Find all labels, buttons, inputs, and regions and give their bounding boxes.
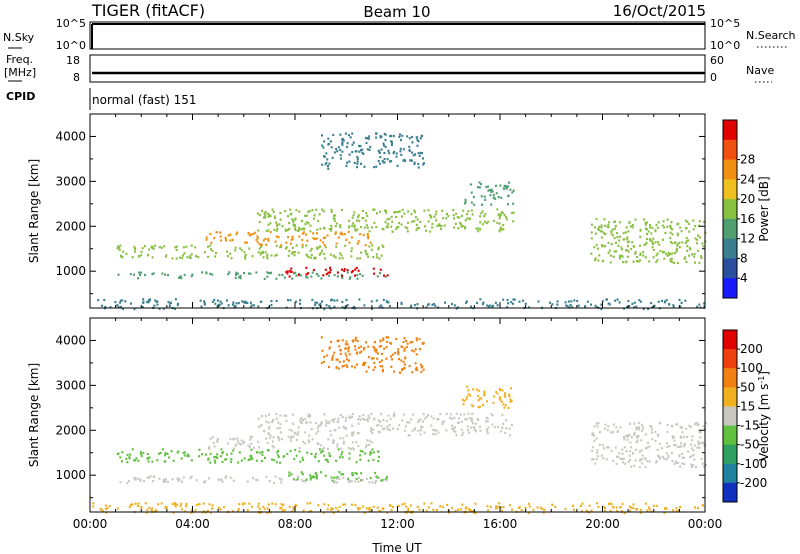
colorbar-swatch <box>723 258 737 279</box>
echo-region <box>97 298 706 311</box>
nsky-strip-frame <box>89 21 706 50</box>
colorbar-tick-label: 24 <box>740 172 755 186</box>
colorbar-swatch <box>723 179 737 200</box>
x-tick-label: 08:00 <box>278 517 313 531</box>
echo-region <box>463 181 515 206</box>
colorbar-swatch <box>723 482 737 503</box>
y-axis-title: Slant Range [km] <box>27 363 41 467</box>
freq-tick-top: 18 <box>66 54 80 67</box>
x-tick-label: 16:00 <box>483 517 518 531</box>
colorbar-tick-label: 100 <box>740 361 763 375</box>
colorbar-frame <box>722 329 738 503</box>
cpid-value: normal (fast) 151 <box>92 93 196 107</box>
echo-region <box>205 230 372 247</box>
echo-region <box>116 448 380 464</box>
colorbar-swatch <box>723 159 737 180</box>
cpid-label: CPID <box>6 90 35 103</box>
x-tick-label: 00:00 <box>688 517 723 531</box>
freq-unit-label: [MHz] <box>4 66 36 79</box>
colorbar-tick-label: 12 <box>740 232 755 246</box>
x-axis-title: Time UT <box>371 541 422 554</box>
nsearch-tick-top: 10^5 <box>710 17 740 30</box>
y-tick-label: 2000 <box>55 219 86 233</box>
x-tick-label: 12:00 <box>380 517 415 531</box>
nsearch-label: N.Search <box>746 29 796 42</box>
colorbar-swatch <box>723 406 737 427</box>
echo-region <box>285 266 389 278</box>
colorbar-tick-label: 15 <box>740 399 755 413</box>
nave-tick-top: 60 <box>710 54 724 67</box>
colorbar-title-end: ] <box>757 371 771 376</box>
freq-strip-frame <box>89 54 706 83</box>
colorbar-swatch <box>723 349 737 369</box>
colorbar-swatch <box>723 199 737 220</box>
colorbar-tick-label: 20 <box>740 192 755 206</box>
colorbar-tick-label: 16 <box>740 212 755 226</box>
colorbar-swatch <box>723 387 737 407</box>
colorbar-tick-label: 28 <box>740 153 755 167</box>
echo-region <box>591 421 707 469</box>
y-tick-label: 2000 <box>55 423 86 437</box>
freq-label: Freq. <box>6 53 33 66</box>
colorbar-tick-label: 200 <box>740 342 763 356</box>
colorbar-tick-label: 8 <box>740 251 748 265</box>
power-panel: 1000 2000 3000 4000 Slant Range [km] 4 8 12 16 20… <box>27 113 771 311</box>
y-axis-title: Slant Range [km] <box>27 159 41 263</box>
colorbar-swatch <box>723 368 737 388</box>
nsky-label: N.Sky <box>3 31 35 44</box>
colorbar-tick-label: -15 <box>740 419 760 433</box>
nave-tick-bottom: 0 <box>710 71 717 84</box>
y-tick-label: 4000 <box>55 333 86 347</box>
echo-region <box>320 336 425 374</box>
velocity-panel: 00:00 04:00 08:00 12:00 16:00 20:00 00:00 1000 2… <box>27 317 772 531</box>
beam-label: Beam 10 <box>363 3 430 21</box>
colorbar-tick-label: -50 <box>740 438 760 452</box>
echo-region <box>257 412 513 437</box>
colorbar-swatch <box>723 238 737 259</box>
y-tick-label: 1000 <box>55 264 86 278</box>
freq-tick-bottom: 8 <box>73 71 80 84</box>
echo-region <box>117 271 387 280</box>
nsky-tick-bottom: 10^0 <box>56 39 86 52</box>
echo-region <box>208 435 373 451</box>
y-tick-label: 3000 <box>55 174 86 188</box>
colorbar-title: Power [dB] <box>757 176 771 241</box>
echo-region <box>116 244 385 260</box>
colorbar-swatch <box>723 330 737 350</box>
y-tick-label: 3000 <box>55 378 86 392</box>
colorbar-title: Velocity [m s-1] <box>757 371 772 461</box>
nsky-tick-top: 10^5 <box>56 17 86 30</box>
echo-region <box>256 208 515 233</box>
echo-region <box>288 471 389 482</box>
colorbar-swatch <box>723 444 737 465</box>
y-tick-label: 4000 <box>55 129 86 143</box>
colorbar-title-superscript: -1 <box>757 376 766 384</box>
colorbar-swatch <box>723 425 737 446</box>
x-tick-label: 04:00 <box>175 517 210 531</box>
echo-region <box>321 132 425 170</box>
colorbar-swatch <box>723 120 737 141</box>
colorbar-frame <box>722 119 738 299</box>
y-tick-label: 1000 <box>55 468 86 482</box>
x-tick-label: 00:00 <box>73 517 108 531</box>
colorbar-tick-label: -100 <box>740 457 767 471</box>
nsearch-tick-bottom: 10^0 <box>710 39 740 52</box>
colorbar-swatch <box>723 278 737 299</box>
colorbar-tick-label: -200 <box>740 476 767 490</box>
colorbar-swatch <box>723 139 737 161</box>
colorbar-swatch <box>723 218 737 240</box>
colorbar-tick-label: 4 <box>740 271 748 285</box>
echo-region <box>461 385 513 409</box>
colorbar-tick-label: 50 <box>740 380 755 394</box>
radar-title: TIGER (fitACF) <box>91 1 205 20</box>
colorbar-swatch <box>723 463 737 484</box>
x-tick-label: 20:00 <box>585 517 620 531</box>
nave-label: Nave <box>746 64 774 77</box>
echo-region <box>590 217 707 265</box>
date-label: 16/Oct/2015 <box>613 2 706 20</box>
